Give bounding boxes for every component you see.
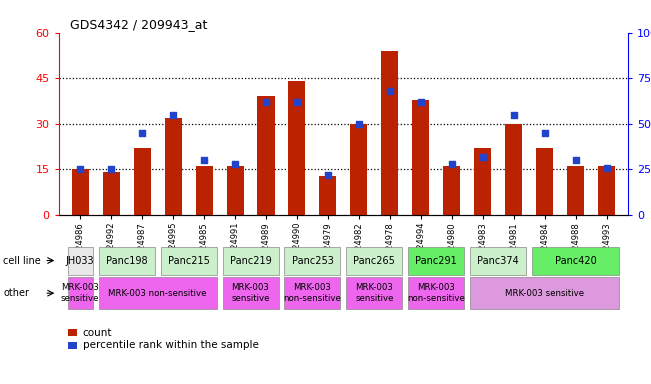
Text: Panc253: Panc253: [292, 255, 333, 266]
Bar: [505, 124, 522, 215]
Point: [602, 164, 612, 170]
Point: [106, 166, 117, 172]
Point: [447, 161, 457, 167]
Bar: [320, 175, 337, 215]
Text: percentile rank within the sample: percentile rank within the sample: [83, 340, 258, 350]
Text: MRK-003 sensitive: MRK-003 sensitive: [505, 289, 584, 298]
Point: [230, 161, 240, 167]
Bar: [567, 166, 584, 215]
Bar: [474, 148, 492, 215]
Text: MRK-003
non-sensitive: MRK-003 non-sensitive: [283, 283, 341, 303]
Bar: [165, 118, 182, 215]
Point: [415, 99, 426, 105]
Bar: [195, 166, 213, 215]
Bar: [536, 148, 553, 215]
Bar: [227, 166, 243, 215]
Point: [323, 172, 333, 178]
Text: Panc291: Panc291: [415, 255, 457, 266]
Point: [292, 99, 302, 105]
Text: cell line: cell line: [3, 255, 41, 266]
Point: [353, 121, 364, 127]
Text: Panc420: Panc420: [555, 255, 596, 266]
Text: Panc374: Panc374: [477, 255, 519, 266]
Text: MRK-003
sensitive: MRK-003 sensitive: [231, 283, 270, 303]
Text: Panc198: Panc198: [106, 255, 148, 266]
Text: MRK-003
non-sensitive: MRK-003 non-sensitive: [408, 283, 465, 303]
Text: Panc265: Panc265: [353, 255, 395, 266]
Point: [261, 99, 271, 105]
Text: MRK-003
sensitive: MRK-003 sensitive: [61, 283, 100, 303]
Point: [508, 112, 519, 118]
Text: JH033: JH033: [66, 255, 94, 266]
Point: [477, 154, 488, 160]
Bar: [412, 99, 429, 215]
Text: MRK-003 non-sensitive: MRK-003 non-sensitive: [109, 289, 207, 298]
Point: [540, 130, 550, 136]
Bar: [443, 166, 460, 215]
Bar: [381, 51, 398, 215]
Text: count: count: [83, 328, 112, 338]
Bar: [598, 166, 615, 215]
Text: Panc219: Panc219: [230, 255, 271, 266]
Point: [137, 130, 147, 136]
Point: [168, 112, 178, 118]
Bar: [288, 81, 305, 215]
Text: MRK-003
sensitive: MRK-003 sensitive: [355, 283, 394, 303]
Point: [570, 157, 581, 164]
Point: [75, 166, 85, 172]
Bar: [103, 172, 120, 215]
Text: other: other: [3, 288, 29, 298]
Bar: [258, 96, 275, 215]
Text: GDS4342 / 209943_at: GDS4342 / 209943_at: [70, 18, 208, 31]
Text: Panc215: Panc215: [168, 255, 210, 266]
Point: [199, 157, 210, 164]
Bar: [350, 124, 367, 215]
Point: [385, 88, 395, 94]
Bar: [72, 169, 89, 215]
Bar: [133, 148, 150, 215]
